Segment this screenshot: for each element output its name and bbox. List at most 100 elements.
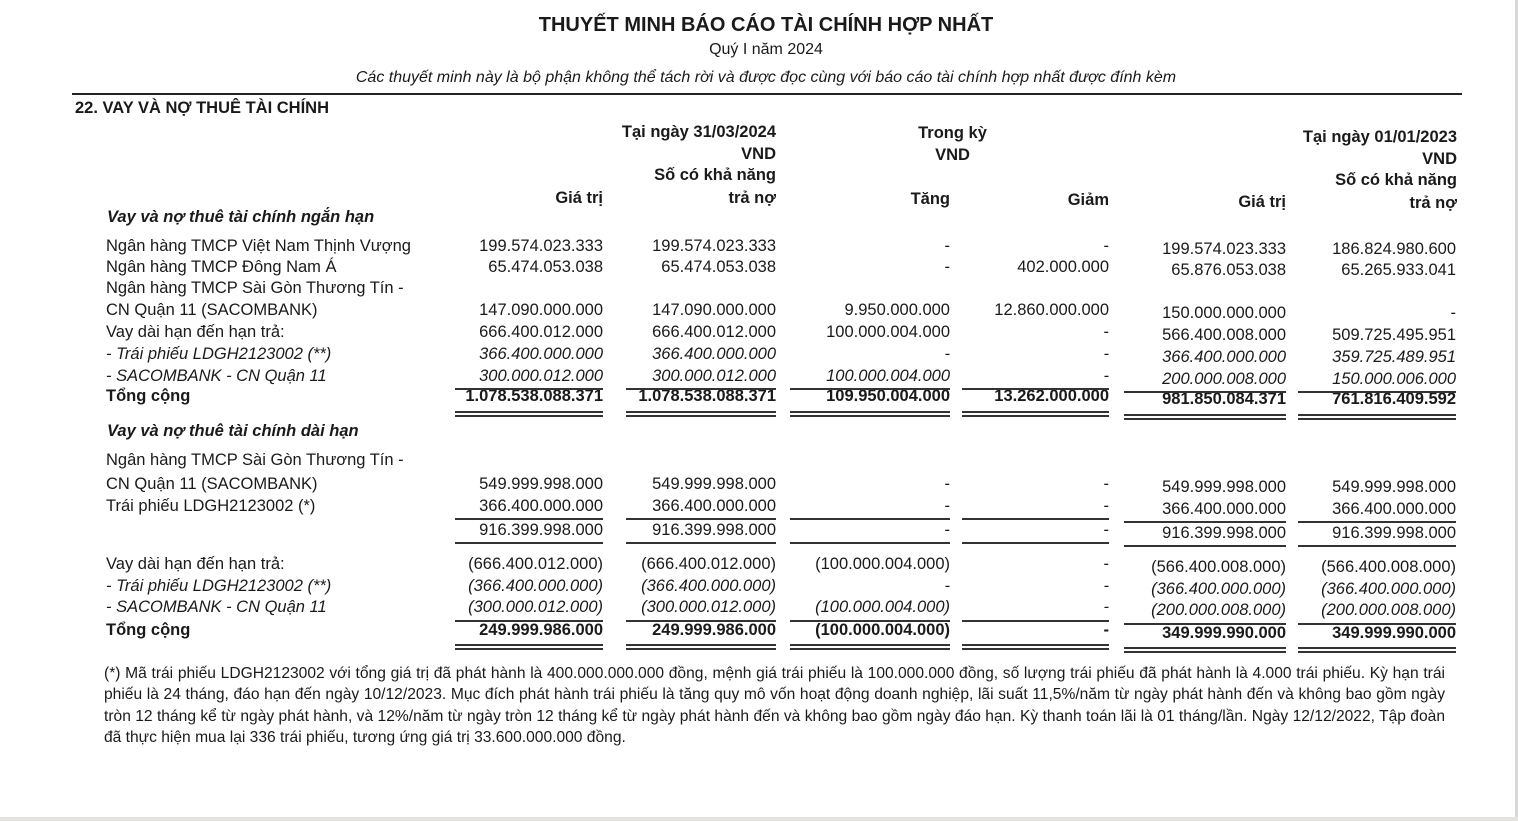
double-underline xyxy=(1124,414,1286,416)
double-underline xyxy=(962,644,1109,646)
cell-value: - xyxy=(944,497,951,515)
cell-value: 13.262.000.000 xyxy=(994,387,1109,405)
cell-value: - xyxy=(944,258,951,276)
cell-value: - xyxy=(944,577,951,595)
underline xyxy=(626,620,776,622)
underline xyxy=(455,542,603,544)
row-label: CN Quận 11 (SACOMBANK) xyxy=(106,475,318,493)
header-rule xyxy=(72,93,1462,95)
underline xyxy=(1124,391,1286,393)
cell-value: 366.400.000.000 xyxy=(1162,348,1286,366)
underline xyxy=(790,620,950,622)
cell-value: 366.400.000.000 xyxy=(1332,500,1456,518)
double-underline xyxy=(1298,651,1456,653)
cell-value: 12.860.000.000 xyxy=(994,301,1109,319)
row-label: Tổng cộng xyxy=(106,621,191,639)
cell-value: 65.474.053.038 xyxy=(661,258,776,276)
underline xyxy=(455,388,603,390)
underline xyxy=(790,388,950,390)
col-header-repayable-2: trả nợ xyxy=(728,189,777,207)
col-header-decrease: Giảm xyxy=(1067,191,1109,209)
cell-value: - xyxy=(1103,521,1110,539)
underline xyxy=(1298,521,1456,523)
cell-value: 1.078.538.088.371 xyxy=(465,387,603,405)
col-header-increase: Tăng xyxy=(910,190,950,208)
page-bottom xyxy=(0,817,1518,821)
cell-value: 549.999.998.000 xyxy=(652,475,776,493)
row-label: - Trái phiếu LDGH2123002 (**) xyxy=(106,345,332,363)
underline xyxy=(1298,545,1456,547)
row-label: Ngân hàng TMCP Việt Nam Thịnh Vượng xyxy=(106,237,411,255)
cell-value: (100.000.004.000) xyxy=(815,555,950,573)
cell-value: 186.824.980.600 xyxy=(1332,240,1456,258)
cell-value: 9.950.000.000 xyxy=(844,301,950,319)
cell-value: 666.400.012.000 xyxy=(479,323,603,341)
cell-value: 65.265.933.041 xyxy=(1341,261,1456,279)
cell-value: 249.999.986.000 xyxy=(652,621,776,639)
cell-value: (366.400.000.000) xyxy=(641,577,776,595)
cell-value: 249.999.986.000 xyxy=(479,621,603,639)
long-term-title: Vay và nợ thuê tài chính dài hạn xyxy=(107,422,359,440)
double-underline xyxy=(455,648,603,650)
section-title: 22. VAY VÀ NỢ THUÊ TÀI CHÍNH xyxy=(75,99,329,117)
cell-value: 100.000.004.000 xyxy=(826,323,950,341)
page-edge xyxy=(1515,0,1518,821)
underline xyxy=(1124,521,1286,523)
double-underline xyxy=(626,411,776,413)
row-label: Tổng cộng xyxy=(106,387,191,405)
cell-value: 666.400.012.000 xyxy=(652,323,776,341)
cell-value: 509.725.495.951 xyxy=(1332,326,1456,344)
cell-value: - xyxy=(1103,577,1110,595)
row-label: Vay dài hạn đến hạn trả: xyxy=(106,555,285,573)
double-underline xyxy=(1298,414,1456,416)
row-label: Ngân hàng TMCP Sài Gòn Thương Tín - xyxy=(106,451,404,469)
document-period: Quý I năm 2024 xyxy=(709,41,823,58)
cell-value: 1.078.538.088.371 xyxy=(638,387,776,405)
double-underline xyxy=(1124,651,1286,653)
cell-value: 65.474.053.038 xyxy=(488,258,603,276)
col-header-start-date: Tại ngày 01/01/2023 xyxy=(1302,128,1457,146)
underline xyxy=(1298,623,1456,625)
underline xyxy=(455,620,603,622)
cell-value: 549.999.998.000 xyxy=(1162,478,1286,496)
cell-value: (366.400.000.000) xyxy=(468,577,603,595)
cell-value: 109.950.004.000 xyxy=(826,387,950,405)
row-label: CN Quận 11 (SACOMBANK) xyxy=(106,301,318,319)
cell-value: (200.000.008.000) xyxy=(1321,601,1456,619)
col-header-in-period: Trong kỳ xyxy=(918,124,987,142)
cell-value: (300.000.012.000) xyxy=(468,598,603,616)
col-header-end-currency: VND xyxy=(741,145,776,163)
underline xyxy=(626,388,776,390)
cell-value: - xyxy=(1103,345,1110,363)
col-header-start-repayable-2: trả nợ xyxy=(1409,194,1458,212)
cell-value: (666.400.012.000) xyxy=(468,555,603,573)
underline xyxy=(626,542,776,544)
cell-value: 147.090.000.000 xyxy=(479,301,603,319)
cell-value: 549.999.998.000 xyxy=(1332,478,1456,496)
double-underline xyxy=(626,415,776,417)
cell-value: 916.399.998.000 xyxy=(1332,524,1456,542)
cell-value: (566.400.008.000) xyxy=(1321,558,1456,576)
double-underline xyxy=(626,648,776,650)
cell-value: 199.574.023.333 xyxy=(1162,240,1286,258)
double-underline xyxy=(1298,418,1456,420)
cell-value: 100.000.004.000 xyxy=(826,367,950,385)
double-underline xyxy=(790,644,950,646)
underline xyxy=(1124,623,1286,625)
double-underline xyxy=(790,415,950,417)
cell-value: 761.816.409.592 xyxy=(1332,390,1456,408)
col-header-value-end: Giá trị xyxy=(555,189,603,207)
cell-value: 300.000.012.000 xyxy=(652,367,776,385)
double-underline xyxy=(962,411,1109,413)
cell-value: 147.090.000.000 xyxy=(652,301,776,319)
double-underline xyxy=(790,411,950,413)
cell-value: (366.400.000.000) xyxy=(1321,580,1456,598)
cell-value: 366.400.000.000 xyxy=(1162,500,1286,518)
cell-value: 300.000.012.000 xyxy=(479,367,603,385)
row-label: Trái phiếu LDGH2123002 (*) xyxy=(106,497,316,515)
document-note: Các thuyết minh này là bộ phận không thể… xyxy=(355,69,1177,86)
col-header-end-date: Tại ngày 31/03/2024 xyxy=(621,123,776,141)
cell-value: 549.999.998.000 xyxy=(479,475,603,493)
double-underline xyxy=(626,644,776,646)
cell-value: (666.400.012.000) xyxy=(641,555,776,573)
